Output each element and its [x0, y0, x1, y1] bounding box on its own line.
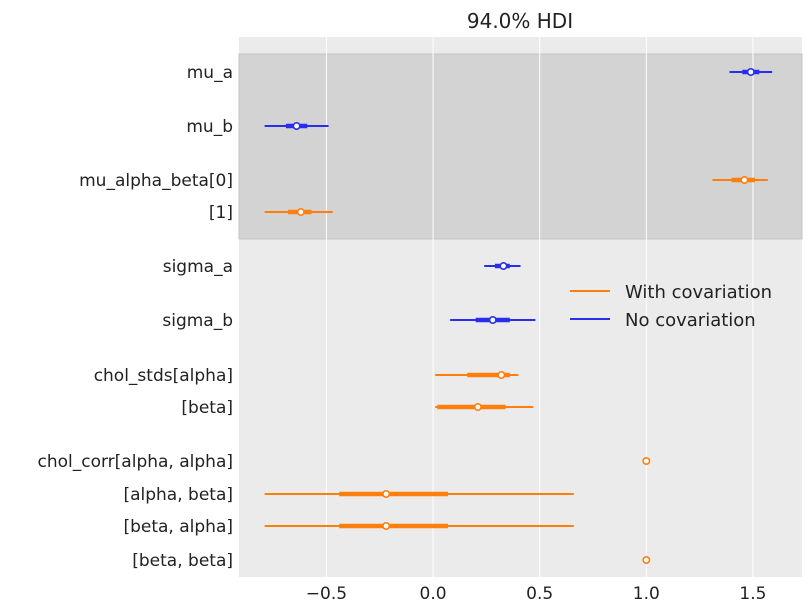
x-tick-label: 0.5: [526, 584, 553, 604]
row-label: [beta]: [181, 398, 233, 418]
point-estimate: [488, 315, 497, 324]
point-estimate: [497, 370, 506, 379]
point-estimate: [642, 555, 651, 564]
point-estimate: [382, 521, 391, 530]
x-tick-label: 1.0: [633, 584, 660, 604]
legend-label: No covariation: [625, 310, 756, 331]
row-label: [beta, alpha]: [123, 517, 233, 537]
row-label: [beta, beta]: [132, 551, 233, 571]
row-label: sigma_b: [162, 311, 233, 331]
row-label: [alpha, beta]: [123, 485, 233, 505]
grid-layer: [325, 37, 754, 577]
point-estimate: [382, 489, 391, 498]
shaded-group-layer: [238, 53, 803, 240]
point-estimate: [473, 402, 482, 411]
point-estimate: [296, 208, 305, 217]
legend: With covariation No covariation: [570, 282, 772, 331]
legend-label: With covariation: [625, 282, 772, 303]
point-estimate: [642, 456, 651, 465]
row-label: chol_stds[alpha]: [94, 366, 233, 386]
x-tick-label: −0.5: [306, 584, 347, 604]
interval-layer: [264, 68, 773, 564]
shaded-group-band: [238, 53, 803, 240]
point-estimate: [746, 68, 755, 77]
point-estimate: [292, 122, 301, 131]
x-tick-label: 0.0: [420, 584, 447, 604]
chart-title: 94.0% HDI: [467, 9, 573, 33]
row-label-layer: mu_a mu_b mu_alpha_beta[0] [1] sigma_a sigma_…: [38, 63, 234, 571]
row-label: mu_alpha_beta[0]: [79, 171, 233, 191]
point-estimate: [740, 176, 749, 185]
row-label: mu_b: [186, 117, 233, 137]
row-label: sigma_a: [163, 257, 233, 277]
point-estimate: [499, 261, 508, 270]
row-label: [1]: [209, 203, 233, 223]
row-label: mu_a: [187, 63, 233, 83]
x-tick-label: 1.5: [739, 584, 766, 604]
x-tick-label-layer: −0.5 0.0 0.5 1.0 1.5: [306, 584, 767, 604]
row-label: chol_corr[alpha, alpha]: [38, 452, 234, 472]
